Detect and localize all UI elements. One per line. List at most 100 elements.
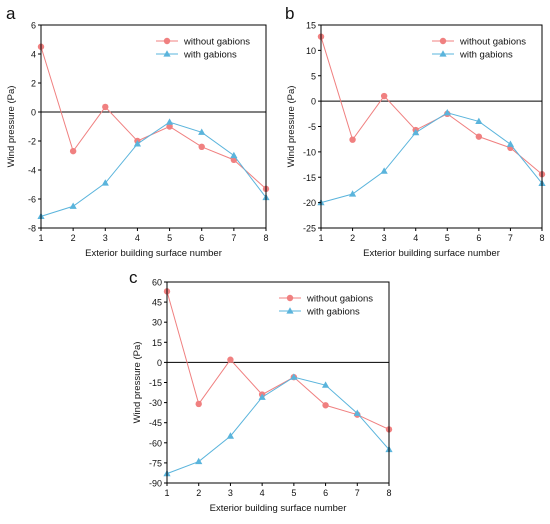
data-point: [195, 457, 203, 465]
legend-marker: [439, 37, 447, 45]
y-tick-label: -15: [149, 378, 162, 388]
data-point: [227, 356, 234, 363]
legend-label: without gabions: [183, 37, 250, 48]
data-point: [230, 151, 238, 159]
x-tick-label: 5: [291, 488, 296, 498]
x-axis-label: Exterior building surface number: [85, 248, 222, 259]
y-tick-label: 6: [31, 21, 36, 31]
plot-frame: [40, 24, 267, 229]
x-tick-label: 4: [135, 233, 140, 243]
y-tick-label: 0: [311, 97, 316, 107]
y-tick-label: -25: [303, 224, 316, 234]
x-tick-label: 6: [323, 488, 328, 498]
x-tick-label: 5: [167, 233, 172, 243]
data-point: [102, 103, 109, 111]
y-tick-label: 30: [152, 318, 162, 328]
legend-label: without gabions: [306, 294, 373, 305]
data-point: [198, 128, 206, 135]
legend-marker: [163, 50, 171, 57]
legend-label: without gabions: [459, 37, 526, 48]
x-tick-label: 8: [539, 233, 544, 243]
data-point: [412, 128, 420, 136]
x-tick-label: 7: [508, 233, 513, 243]
legend-marker: [163, 37, 171, 45]
y-tick-label: -6: [28, 195, 36, 205]
x-tick-label: 7: [355, 488, 360, 498]
series-line: [40, 46, 267, 190]
data-point: [101, 179, 109, 186]
y-tick-label: -60: [149, 438, 162, 448]
legend-label: with gabions: [459, 50, 513, 61]
y-tick-label: -15: [303, 173, 316, 183]
y-tick-label: 0: [31, 108, 36, 118]
data-point: [380, 92, 388, 100]
x-tick-label: 4: [413, 233, 418, 243]
data-point: [443, 108, 451, 116]
data-point: [380, 167, 388, 174]
legend-label: with gabions: [306, 307, 360, 318]
x-tick-label: 1: [38, 233, 43, 243]
x-tick-label: 5: [445, 233, 450, 243]
legend-marker: [286, 294, 294, 302]
y-axis-label: Wind pressure (Pa): [132, 342, 143, 424]
x-tick-label: 2: [196, 488, 201, 498]
chart-b: -25 -20 -15 -10 -5 0 5 10 15 1 2 3 4 5 6 7 8 Exterior bui…: [286, 21, 546, 259]
legend-label: with gabions: [183, 50, 237, 61]
y-axis-label: Wind pressure (Pa): [6, 86, 17, 168]
y-tick-label: 2: [31, 79, 36, 89]
x-axis-label: Exterior building surface number: [363, 248, 500, 259]
x-tick-label: 3: [103, 233, 108, 243]
y-tick-label: -8: [28, 224, 36, 234]
y-tick-label: 15: [152, 338, 162, 348]
panel-letter: b: [285, 4, 295, 23]
data-point: [506, 140, 515, 147]
y-tick-label: 45: [152, 298, 162, 308]
x-tick-label: 8: [386, 488, 391, 498]
y-tick-label: -5: [308, 122, 316, 132]
y-tick-label: -20: [303, 198, 316, 208]
data-point: [348, 190, 357, 197]
data-point: [349, 136, 356, 143]
x-tick-label: 6: [476, 233, 481, 243]
y-tick-label: 4: [31, 50, 36, 60]
y-axis-label: Wind pressure (Pa): [286, 86, 297, 168]
data-point: [69, 147, 77, 155]
panel-a: a -8 -6 -4 -2 0 2 4 6 1 2 3 4 5 6 7 8 Exterior building …: [0, 0, 275, 262]
data-point: [195, 400, 202, 408]
data-point: [321, 381, 330, 388]
x-tick-label: 3: [382, 233, 387, 243]
chart-a: -8 -6 -4 -2 0 2 4 6 1 2 3 4 5 6 7 8 Exterior building su…: [6, 21, 270, 259]
y-tick-label: -2: [28, 137, 36, 147]
y-tick-label: -10: [303, 147, 316, 157]
data-point: [353, 409, 361, 416]
x-tick-label: 7: [231, 233, 236, 243]
data-point: [258, 393, 266, 400]
panel-letter: a: [6, 4, 16, 23]
panel-letter: c: [129, 268, 138, 287]
panel-c: c -90 -75 -60 -45 -30 -15 0 15 30 45 60 1 2 3 4 5 6 7 8 Ext…: [120, 262, 400, 519]
y-tick-label: -45: [149, 418, 162, 428]
data-point: [69, 202, 77, 209]
x-tick-label: 2: [350, 233, 355, 243]
data-point: [198, 143, 205, 150]
data-point: [165, 118, 174, 125]
y-tick-label: -75: [149, 458, 162, 468]
series-line: [320, 112, 543, 204]
data-point: [166, 123, 173, 130]
data-point: [475, 133, 483, 140]
x-tick-label: 1: [318, 233, 323, 243]
series-line: [40, 121, 267, 217]
data-point: [133, 140, 142, 147]
series-line: [166, 376, 390, 475]
x-tick-label: 2: [71, 233, 76, 243]
y-tick-label: -90: [149, 479, 162, 489]
data-point: [290, 373, 298, 380]
legend-marker: [439, 50, 447, 57]
y-tick-label: -30: [149, 398, 162, 408]
panel-b: b -25 -20 -15 -10 -5 0 5 10 15 1 2 3 4 5 6 7 8 Exterior b…: [275, 0, 550, 262]
legend-marker: [286, 307, 294, 314]
x-tick-label: 1: [164, 488, 169, 498]
y-tick-label: 10: [306, 46, 316, 56]
x-tick-label: 8: [263, 233, 268, 243]
